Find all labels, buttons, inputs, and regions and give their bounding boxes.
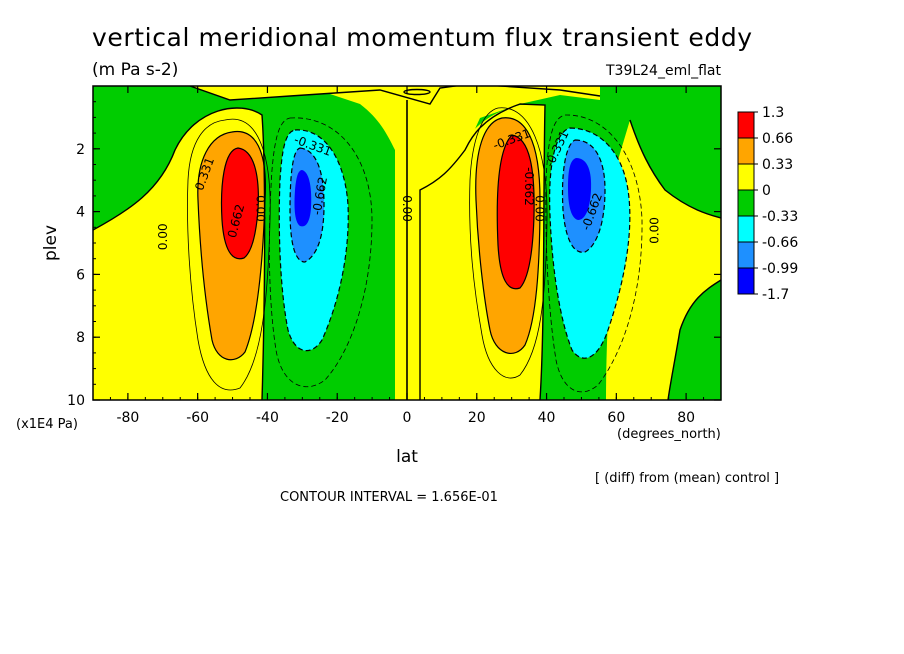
contour-label-text: -0.662 (310, 176, 331, 217)
blue-lobe-right (568, 158, 592, 220)
contour-label: 0.00 (156, 223, 170, 250)
contour-label: -0.662 (522, 167, 536, 206)
red-lobe-right (497, 135, 535, 289)
colorbar-swatch (737, 111, 755, 139)
colorbar-swatch (737, 137, 755, 165)
colorbar-label: 0.66 (762, 131, 793, 147)
y-tick-label: 4 (76, 205, 85, 221)
x-tick-label: 20 (468, 410, 486, 426)
y-tick-label: 10 (67, 393, 85, 409)
negative-contours (268, 114, 643, 393)
y-tick-label: 6 (76, 267, 85, 283)
contour-label-text: 0.00 (253, 195, 267, 222)
red-lobe-left (221, 148, 259, 259)
colorbar-swatch (737, 215, 755, 243)
x-axis: -80 -60 -40 -20 0 20 40 60 80 (92, 86, 722, 426)
contour-label: 0.00 (533, 195, 547, 222)
colorbar-swatch (737, 241, 755, 269)
x-axis-title: lat (396, 447, 418, 467)
blue-lobe-left (294, 170, 312, 227)
colorbar-label: -0.33 (762, 209, 798, 225)
x-tick-label: -40 (256, 410, 279, 426)
yellow-region-right (606, 120, 721, 400)
colorbar: 1.3 0.66 0.33 0 -0.33 -0.66 -0.99 -1.7 (737, 105, 798, 303)
contour-label: 0.00 (648, 217, 662, 244)
y-tick-label: 8 (76, 330, 85, 346)
x-axis-units: (degrees_north) (617, 427, 721, 442)
x-tick-label: 40 (538, 410, 556, 426)
colorbar-label: 1.3 (762, 105, 784, 121)
contour-label: 0.00 (253, 195, 267, 222)
colorbar-label: -0.66 (762, 235, 798, 251)
x-tick-label: 60 (607, 410, 625, 426)
zero-contours (93, 86, 721, 400)
chart-units: (m Pa s-2) (92, 60, 178, 80)
x-tick-label: -80 (116, 410, 139, 426)
contour-label: -0.662 (310, 176, 331, 217)
contour-interval: CONTOUR INTERVAL = 1.656E-01 (280, 490, 498, 505)
x-tick-label: -20 (326, 410, 349, 426)
y-axis-units: (x1E4 Pa) (16, 417, 78, 432)
colorbar-label: 0.33 (762, 157, 793, 173)
y-tick-label: 2 (76, 142, 85, 158)
contour-label-text: 0.00 (156, 223, 170, 250)
contour-label-text: -0.662 (522, 167, 536, 206)
contour-label-text: 0.00 (648, 217, 662, 244)
colorbar-label: 0 (762, 183, 771, 199)
x-tick-label: 80 (677, 410, 695, 426)
colorbar-swatch (737, 189, 755, 217)
x-tick-label: -60 (186, 410, 209, 426)
yellow-region-right-topleft (300, 86, 600, 400)
colorbar-swatch (737, 163, 755, 191)
chart-title: vertical meridional momentum flux transi… (92, 23, 753, 52)
contour-label-text: 0.00 (400, 195, 414, 222)
y-axis-title: plev (41, 225, 61, 261)
y-axis: 2 4 6 8 10 (67, 101, 721, 409)
yellow-region-top (93, 86, 600, 104)
dataset-label: T39L24_eml_flat (605, 63, 722, 79)
contour-plot (93, 86, 721, 400)
contour-label: 0.00 (400, 195, 414, 222)
colorbar-label: -1.7 (762, 287, 789, 303)
x-tick-label: 0 (403, 410, 412, 426)
colorbar-swatch (737, 267, 755, 295)
diff-note: [ (diff) from (mean) control ] (595, 471, 779, 486)
colorbar-label: -0.99 (762, 261, 798, 277)
positive-contours (187, 100, 548, 400)
contour-label-text: 0.00 (533, 195, 547, 222)
